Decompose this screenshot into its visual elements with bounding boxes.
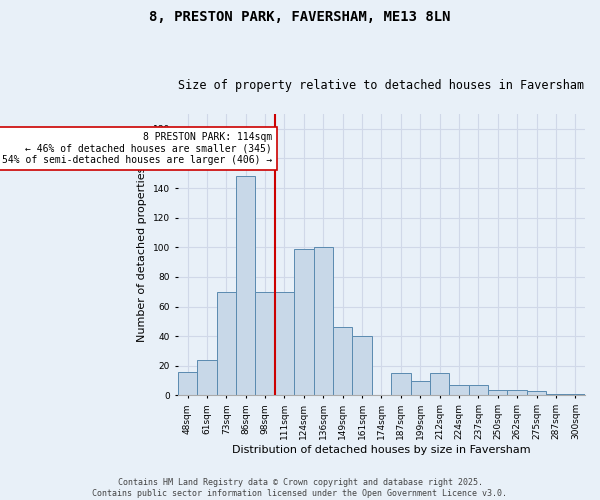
- Text: Contains HM Land Registry data © Crown copyright and database right 2025.
Contai: Contains HM Land Registry data © Crown c…: [92, 478, 508, 498]
- Text: 8 PRESTON PARK: 114sqm
← 46% of detached houses are smaller (345)
54% of semi-de: 8 PRESTON PARK: 114sqm ← 46% of detached…: [2, 132, 272, 165]
- Bar: [527, 391, 546, 396]
- Bar: [256, 292, 275, 396]
- Bar: [430, 373, 449, 396]
- Bar: [178, 372, 197, 396]
- Bar: [488, 390, 508, 396]
- Title: Size of property relative to detached houses in Faversham: Size of property relative to detached ho…: [178, 79, 584, 92]
- Bar: [508, 390, 527, 396]
- Bar: [314, 248, 333, 396]
- Bar: [391, 373, 410, 396]
- Bar: [333, 328, 352, 396]
- Bar: [546, 394, 566, 396]
- Text: 8, PRESTON PARK, FAVERSHAM, ME13 8LN: 8, PRESTON PARK, FAVERSHAM, ME13 8LN: [149, 10, 451, 24]
- X-axis label: Distribution of detached houses by size in Faversham: Distribution of detached houses by size …: [232, 445, 531, 455]
- Bar: [275, 292, 294, 396]
- Y-axis label: Number of detached properties: Number of detached properties: [137, 167, 148, 342]
- Bar: [410, 380, 430, 396]
- Bar: [236, 176, 256, 396]
- Bar: [449, 385, 469, 396]
- Bar: [197, 360, 217, 396]
- Bar: [294, 249, 314, 396]
- Bar: [217, 292, 236, 396]
- Bar: [352, 336, 372, 396]
- Bar: [566, 394, 585, 396]
- Bar: [469, 385, 488, 396]
